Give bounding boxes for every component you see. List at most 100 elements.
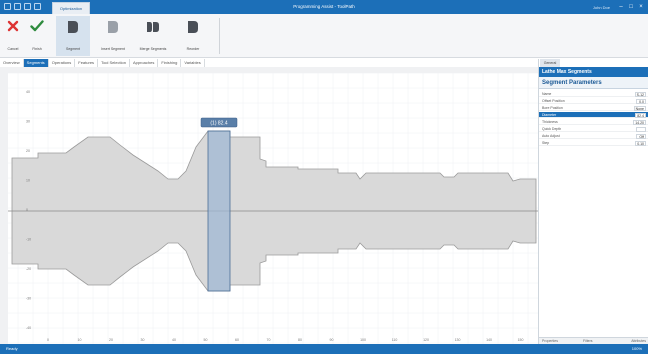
tab-approaches[interactable]: Approaches [130, 59, 159, 67]
tab-operations[interactable]: Operations [49, 59, 76, 67]
y-axis-label: 20 [26, 149, 30, 153]
x-axis-label: 120 [423, 338, 429, 342]
property-value-field[interactable]: 0.10 [635, 140, 646, 146]
status-text: Ready [6, 346, 18, 351]
property-label: Auto Adjust [542, 134, 560, 138]
property-label: Name [542, 92, 552, 96]
y-axis-label: -30 [26, 297, 31, 301]
footer-tab-filters[interactable]: Filters [583, 339, 593, 343]
app-menu-icon[interactable] [4, 3, 11, 10]
tab-features[interactable]: Features [75, 59, 99, 67]
property-row[interactable]: Name S-12 [539, 91, 648, 97]
property-label: Bore Position [542, 106, 563, 110]
cancel-label: Cancel [7, 47, 19, 51]
merge-segments-button[interactable]: Merge Segments [136, 16, 170, 56]
property-label: Thickness [542, 120, 558, 124]
x-axis-label: 60 [235, 338, 239, 342]
view-tabs: Overview Segments Operations Features To… [0, 59, 538, 67]
user-name[interactable]: John Doe [592, 4, 610, 10]
property-value-field[interactable] [636, 126, 646, 132]
x-axis-label: 150 [518, 338, 524, 342]
property-label: Offset Position [542, 99, 565, 103]
y-axis-label: -20 [26, 267, 31, 271]
property-value-field[interactable]: 0.0 [636, 98, 646, 104]
panel-tab-general[interactable]: General [540, 59, 560, 67]
x-axis-label: 90 [330, 338, 334, 342]
panel-footer-tabs: Properties Filters Attributes [539, 337, 648, 344]
save-icon[interactable] [14, 3, 21, 10]
segment-tool-icon [68, 21, 78, 33]
property-row[interactable]: Auto Adjust Off [539, 133, 648, 139]
property-value-field[interactable]: 82.4 [635, 112, 646, 118]
x-axis-label: 30 [141, 338, 145, 342]
tab-variables[interactable]: Variables [181, 59, 205, 67]
quick-access-toolbar [4, 3, 41, 10]
properties-panel: General Lathe Max Segments Segment Param… [538, 59, 648, 344]
property-row[interactable]: Quick Depth [539, 126, 648, 132]
context-tab[interactable]: Optimization [52, 2, 90, 14]
selection-label-box [200, 117, 238, 128]
panel-section-title: Segment Parameters [539, 77, 648, 89]
property-value-field[interactable]: None [633, 105, 646, 111]
minimize-button[interactable]: – [619, 4, 623, 10]
undo-icon[interactable] [24, 3, 31, 10]
x-axis-label: 50 [204, 338, 208, 342]
x-axis-label: 80 [298, 338, 302, 342]
redo-icon[interactable] [34, 3, 41, 10]
segment-button[interactable]: Segment [56, 16, 90, 56]
window-title: Programming Assist - ToolPath [293, 4, 355, 9]
property-label: Step [542, 141, 550, 145]
close-button[interactable]: × [639, 4, 643, 10]
y-axis-label: 0 [26, 208, 28, 212]
panel-header-title: Lathe Max Segments [539, 67, 648, 77]
property-value-field[interactable]: Off [636, 133, 646, 139]
merge-segments-icon [147, 22, 159, 32]
segment-canvas[interactable]: (1) 82.4 40 30 20 10 0 -10 -20 -30 -40 0 10 20 30 40 50… [0, 67, 538, 344]
reorder-button[interactable]: Reorder [176, 16, 210, 56]
property-row[interactable]: Diameter 82.4 [539, 112, 648, 118]
property-row[interactable]: Offset Position 0.0 [539, 98, 648, 104]
checkmark-icon [30, 20, 44, 32]
property-value-field[interactable]: 14.20 [633, 119, 646, 125]
x-axis-label: 140 [486, 338, 492, 342]
zoom-level[interactable]: 100% [631, 346, 642, 351]
x-axis-label: 20 [109, 338, 113, 342]
footer-tab-attributes[interactable]: Attributes [631, 339, 646, 343]
ribbon-separator [219, 18, 220, 54]
selected-segment[interactable] [207, 130, 231, 292]
property-row[interactable]: Thickness 14.20 [539, 119, 648, 125]
finish-label: Finish [32, 47, 42, 51]
tab-tool-selection[interactable]: Tool Selection [98, 59, 130, 67]
title-bar: Optimization Programming Assist - ToolPa… [0, 0, 648, 14]
cancel-x-icon [7, 20, 19, 32]
maximize-button[interactable]: □ [629, 4, 633, 10]
y-axis-label: -40 [26, 326, 31, 330]
property-label: Diameter [542, 113, 557, 117]
finish-button[interactable]: Finish [26, 16, 48, 56]
x-axis-label: 110 [392, 338, 398, 342]
footer-tab-properties[interactable]: Properties [542, 339, 558, 343]
cancel-button[interactable]: Cancel [6, 16, 20, 56]
tab-segments[interactable]: Segments [23, 59, 49, 67]
property-row[interactable]: Bore Position None [539, 105, 648, 111]
tab-overview[interactable]: Overview [0, 59, 24, 67]
ribbon-toolbar: Cancel Finish Segment Insert Segment [0, 14, 648, 58]
x-axis-label: 130 [455, 338, 461, 342]
tab-finishing[interactable]: Finishing [158, 59, 182, 67]
segment-label: Segment [65, 47, 80, 51]
y-axis-label: 10 [26, 179, 30, 183]
merge-segments-label: Merge Segments [139, 47, 167, 51]
selection-label: (1) 82.4 [210, 121, 227, 127]
property-value-field[interactable]: S-12 [634, 91, 646, 97]
property-row[interactable]: Step 0.10 [539, 140, 648, 146]
property-label: Quick Depth [542, 127, 562, 131]
x-axis-label: 10 [78, 338, 82, 342]
x-axis-label: 40 [172, 338, 176, 342]
y-axis-label: 30 [26, 120, 30, 124]
reorder-icon [188, 21, 198, 33]
insert-segment-button[interactable]: Insert Segment [96, 16, 130, 56]
status-bar: Ready 100% [0, 344, 648, 354]
reorder-label: Reorder [186, 47, 200, 51]
